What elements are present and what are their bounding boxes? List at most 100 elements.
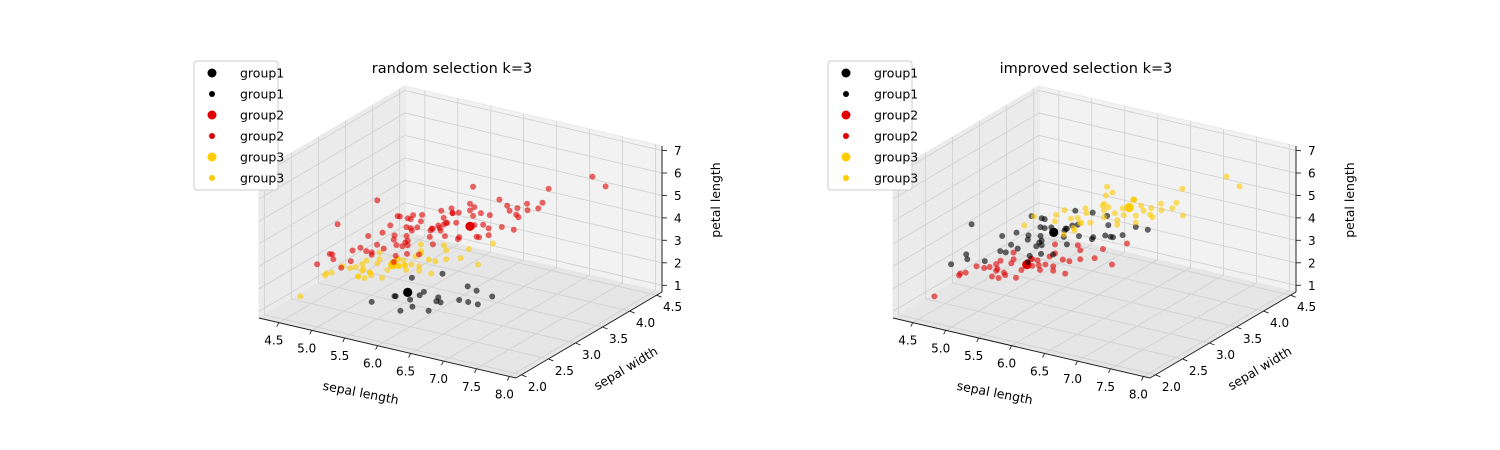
scatter-point-group3 [1021, 222, 1028, 229]
scatter-point-group2 [410, 212, 417, 219]
scatter-point-group2 [485, 232, 492, 239]
scatter-point-group3 [297, 293, 304, 300]
scatter-point-group1 [1119, 232, 1126, 239]
scatter-point-group3 [1101, 200, 1107, 207]
z-tick-label: 3 [1308, 234, 1316, 248]
scatter-point-group2 [524, 207, 531, 214]
grid-line-z [892, 179, 1040, 267]
grid-line-z [892, 112, 1040, 200]
scatter-point-group2 [989, 273, 995, 280]
y-tick-label: 4.5 [1297, 300, 1316, 314]
grid-line-z [404, 157, 663, 219]
scatter-point-group3 [408, 261, 415, 268]
scatter-point-group3 [1101, 207, 1107, 214]
scatter-point-group1 [1037, 233, 1044, 239]
scatter-point-group3 [328, 269, 335, 276]
scatter-point-group3 [1111, 210, 1118, 217]
y-axis-label: sepal width [1225, 343, 1294, 393]
grid-line-y [345, 266, 603, 328]
scatter-point-group1 [981, 258, 988, 265]
axes-panes [891, 85, 1298, 379]
scatter-point-group3 [443, 256, 450, 263]
x-axis-line [892, 317, 1151, 379]
legend-label: group3 [240, 150, 284, 165]
scatter-point-group2 [1018, 267, 1025, 273]
x-tick-mark [1140, 376, 1144, 381]
scatter-point-group2 [338, 264, 345, 271]
y-tick-mark [629, 310, 635, 314]
axes-ticks: 4.5 5.0 5.5 6.0 6.5 7.0 7.5 8.0 2.0 2.5 3.0 3.5 4.0 4… [892, 144, 1316, 402]
scatter-point-group3 [1148, 205, 1155, 212]
scatter-point-group3 [416, 267, 423, 274]
legend-entry-group3-small: group3 [843, 171, 918, 186]
scatter-point-group1 [963, 251, 970, 258]
scatter-point-group2 [380, 245, 387, 252]
scatter-point-group1 [1063, 241, 1070, 248]
x-tick-label: 8.0 [1129, 388, 1148, 402]
x-tick-mark [976, 337, 980, 343]
y-tick-label: 2.5 [555, 364, 574, 378]
legend-label: group2 [874, 108, 918, 123]
scatter-point-group3 [376, 256, 383, 263]
legend: group1 group1 group2 group2 group3 group… [827, 60, 918, 191]
scatter-point-group1 [465, 299, 472, 305]
x-tick-mark [309, 330, 313, 335]
y-tick-mark [1182, 358, 1188, 362]
scatter-point-group1 [948, 261, 955, 268]
grid-line-x [410, 267, 557, 354]
scatter-point-group3 [1071, 227, 1078, 234]
scatter-point-group3 [1074, 214, 1081, 221]
y-axis-line [1149, 291, 1297, 379]
scatter-points [931, 173, 1243, 300]
scatter-point-group1 [964, 256, 971, 263]
z-tick-label: 4 [1308, 211, 1316, 225]
grid-line-x [509, 290, 656, 377]
scatter-point-group2 [444, 220, 451, 226]
scatter-point-group2 [476, 234, 482, 241]
scatter-point-group2 [429, 225, 436, 232]
scatter-point-group3 [1149, 214, 1156, 221]
legend-marker [209, 133, 215, 139]
y-tick-label: 3.5 [609, 332, 628, 346]
scatter-point-group3 [457, 255, 464, 262]
y-axis-label: sepal width [591, 343, 660, 393]
scatter-point-group3 [1101, 214, 1107, 221]
grid-line-z [258, 157, 406, 245]
scatter-point-group2 [467, 207, 473, 214]
legend-marker [843, 175, 849, 181]
scatter-point-group3 [1104, 183, 1111, 190]
scatter-point-group2 [419, 211, 426, 218]
legend-entry-group2-small: group2 [843, 129, 918, 144]
grid-line-x [1011, 259, 1158, 347]
scatter-point-group2 [414, 224, 421, 231]
scatter-point-group3 [352, 264, 359, 270]
grid-line-x [278, 236, 426, 323]
scatter-point-group2 [1050, 263, 1057, 270]
scatter-point-group2 [485, 225, 492, 232]
y-tick-mark [548, 358, 554, 362]
grid-line-y [898, 314, 1156, 376]
x-tick-label: 7.0 [1063, 372, 1082, 386]
scatter-point-group3 [1132, 219, 1139, 226]
y-tick-mark [656, 294, 662, 298]
grid-line-z [1038, 179, 1297, 241]
x-tick-label: 7.5 [1096, 380, 1115, 394]
grid-line-z [258, 135, 406, 222]
scatter-point-group2 [379, 229, 386, 236]
scatter-point-group3 [1236, 183, 1243, 190]
scatter-point-group2 [986, 264, 993, 270]
y-tick-label: 3.5 [1243, 332, 1262, 346]
centroid-group1 [1049, 227, 1059, 237]
x-tick-mark [474, 368, 477, 374]
grid-line-y [952, 282, 1210, 344]
scatter-point-group1 [1024, 259, 1031, 265]
x-tick-mark [1009, 345, 1013, 350]
legend-label: group1 [240, 87, 284, 102]
scatter-point-group2 [589, 173, 596, 180]
scatter-point-group2 [404, 215, 411, 222]
scatter-point-group2 [426, 233, 433, 240]
scatter-point-group2 [962, 269, 969, 276]
scatter-point-group1 [1063, 225, 1070, 232]
scatter-point-group2 [498, 224, 505, 230]
